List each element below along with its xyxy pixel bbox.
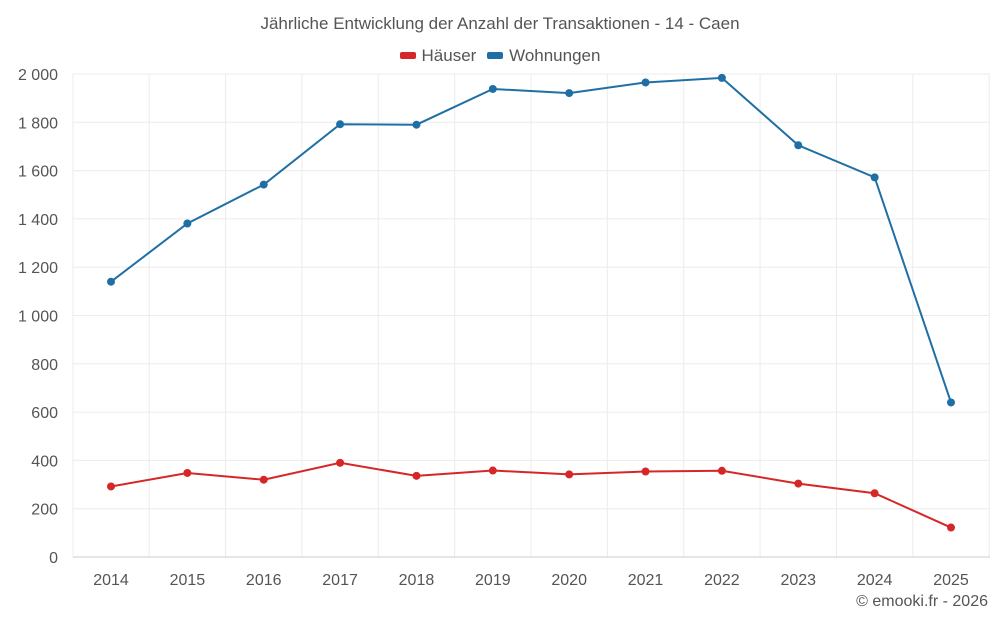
y-tick-label: 1 000 — [18, 309, 58, 326]
y-tick-label: 1 800 — [18, 115, 58, 132]
data-point[interactable] — [259, 180, 268, 189]
data-point[interactable] — [870, 173, 879, 182]
data-point[interactable] — [717, 73, 726, 82]
credit-text: © emooki.fr - 2026 — [856, 593, 988, 610]
x-tick-label: 2022 — [704, 572, 740, 589]
x-tick-label: 2014 — [93, 572, 129, 589]
data-point[interactable] — [794, 141, 803, 150]
legend-item-haeuser[interactable]: Häuser — [399, 45, 477, 66]
data-point[interactable] — [641, 467, 650, 476]
data-point[interactable] — [183, 219, 192, 228]
y-tick-label: 600 — [31, 405, 58, 422]
series-line-1 — [110, 76, 952, 403]
x-tick-label: 2019 — [475, 572, 511, 589]
legend: Häuser Wohnungen — [0, 44, 1000, 66]
data-point[interactable] — [336, 120, 345, 129]
x-tick-label: 2023 — [780, 572, 816, 589]
y-tick-label: 1 400 — [18, 212, 58, 229]
data-point[interactable] — [107, 277, 115, 286]
x-tick-label: 2020 — [551, 572, 587, 589]
data-point[interactable] — [488, 466, 497, 475]
x-tick-label: 2016 — [246, 572, 282, 589]
y-tick-label: 1 600 — [18, 164, 58, 181]
x-tick-label: 2025 — [933, 572, 969, 589]
data-point[interactable] — [412, 120, 421, 129]
x-tick-label: 2021 — [628, 572, 664, 589]
data-point[interactable] — [259, 475, 268, 484]
x-tick-label: 2018 — [399, 572, 435, 589]
y-tick-label: 1 200 — [18, 260, 58, 277]
x-tick-label: 2015 — [170, 572, 206, 589]
data-point[interactable] — [488, 84, 497, 93]
y-tick-label: 200 — [31, 502, 58, 519]
data-point[interactable] — [870, 489, 879, 498]
legend-item-wohnungen[interactable]: Wohnungen — [487, 46, 600, 66]
legend-swatch-wohnungen — [487, 52, 504, 59]
data-point[interactable] — [794, 479, 803, 488]
data-point[interactable] — [947, 523, 955, 532]
data-point[interactable] — [947, 398, 955, 407]
x-tick-label: 2017 — [322, 572, 358, 589]
data-point[interactable] — [183, 468, 192, 477]
data-point[interactable] — [565, 470, 574, 479]
y-tick-label: 2 000 — [18, 67, 58, 84]
y-tick-label: 0 — [49, 550, 58, 567]
chart-title: Jährliche Entwicklung der Anzahl der Tra… — [260, 14, 740, 33]
legend-label-wohnungen: Wohnungen — [509, 45, 601, 65]
y-tick-label: 400 — [31, 453, 58, 470]
legend-swatch-haeuser — [399, 52, 416, 59]
data-point[interactable] — [717, 466, 726, 475]
y-tick-label: 800 — [31, 357, 58, 374]
legend-label-haeuser: Häuser — [421, 45, 477, 65]
data-point[interactable] — [565, 89, 574, 98]
x-tick-label: 2024 — [857, 572, 893, 589]
data-point[interactable] — [107, 482, 115, 491]
data-point[interactable] — [336, 458, 345, 467]
data-point[interactable] — [412, 471, 421, 480]
series-line-0 — [110, 461, 952, 529]
data-point[interactable] — [641, 78, 650, 87]
